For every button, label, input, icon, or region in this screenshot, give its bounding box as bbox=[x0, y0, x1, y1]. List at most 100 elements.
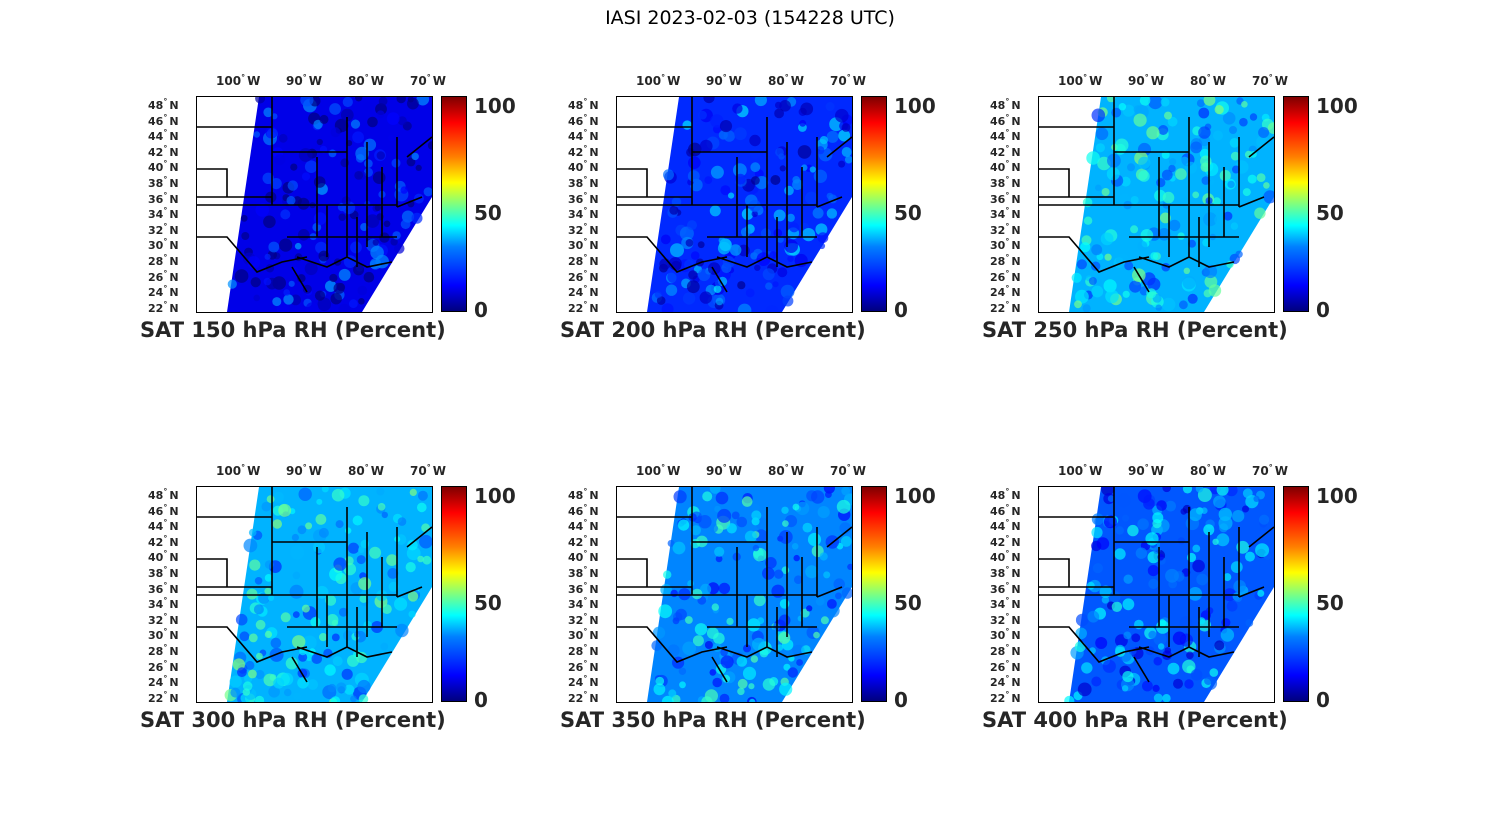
rh-observation bbox=[1109, 591, 1121, 603]
rh-observation bbox=[229, 675, 242, 688]
rh-observation bbox=[752, 637, 766, 651]
rh-observation bbox=[248, 633, 258, 643]
colorbar-tick-mid: 50 bbox=[1316, 201, 1344, 225]
rh-observation bbox=[307, 679, 319, 690]
rh-observation bbox=[397, 517, 407, 526]
rh-observation bbox=[268, 686, 280, 698]
rh-observation bbox=[703, 97, 715, 104]
rh-observation bbox=[1165, 568, 1179, 583]
lat-tick-label: 28° N bbox=[148, 643, 179, 658]
rh-observation bbox=[1155, 304, 1162, 311]
rh-observation bbox=[1130, 225, 1139, 234]
rh-observation bbox=[771, 584, 785, 598]
rh-observation bbox=[422, 555, 432, 565]
rh-observation bbox=[1219, 170, 1231, 182]
rh-observation bbox=[774, 108, 784, 119]
rh-observation bbox=[1245, 551, 1255, 562]
rh-observation bbox=[1201, 176, 1211, 185]
rh-observation bbox=[783, 663, 791, 671]
rh-observation bbox=[255, 669, 265, 680]
rh-observation bbox=[1081, 662, 1093, 674]
rh-observation bbox=[818, 242, 826, 250]
rh-observation bbox=[407, 97, 419, 110]
rh-observation bbox=[270, 637, 282, 649]
rh-observation bbox=[685, 616, 693, 624]
rh-observation bbox=[1148, 630, 1157, 639]
rh-observation bbox=[672, 617, 680, 625]
rh-observation bbox=[796, 659, 803, 666]
rh-observation bbox=[751, 176, 760, 185]
rh-observation bbox=[1214, 105, 1224, 115]
rh-observation bbox=[1169, 158, 1177, 166]
rh-observation bbox=[1202, 238, 1211, 247]
rh-observation bbox=[274, 154, 286, 166]
rh-observation bbox=[749, 148, 761, 160]
rh-observation bbox=[665, 284, 678, 296]
rh-observation bbox=[386, 554, 398, 566]
rh-observation bbox=[329, 567, 343, 581]
rh-observation bbox=[1203, 264, 1218, 279]
rh-observation bbox=[1198, 126, 1211, 139]
rh-observation bbox=[1152, 684, 1160, 692]
rh-observation bbox=[335, 520, 344, 529]
rh-observation bbox=[297, 677, 309, 689]
rh-observation bbox=[369, 546, 382, 559]
rh-observation bbox=[753, 594, 766, 607]
rh-observation bbox=[740, 227, 751, 237]
rh-observation bbox=[792, 176, 800, 184]
rh-observation bbox=[709, 487, 721, 494]
rh-observation bbox=[1164, 111, 1172, 120]
rh-observation bbox=[1086, 151, 1100, 165]
rh-observation bbox=[805, 565, 819, 579]
rh-observation bbox=[1129, 280, 1142, 293]
rh-observation bbox=[264, 574, 273, 582]
rh-observation bbox=[416, 97, 430, 106]
rh-observation bbox=[1189, 508, 1202, 522]
rh-observation bbox=[685, 239, 694, 247]
lat-tick-label: 28° N bbox=[568, 253, 599, 268]
rh-observation bbox=[762, 678, 776, 691]
rh-observation bbox=[382, 604, 392, 614]
colorbar-tick-min: 0 bbox=[1316, 688, 1330, 712]
panel-title: SAT 400 hPa RH (Percent) bbox=[982, 708, 1288, 732]
rh-observation bbox=[411, 152, 419, 161]
rh-observation bbox=[329, 103, 341, 115]
state-boundaries bbox=[197, 487, 432, 683]
rh-observation bbox=[1131, 633, 1141, 643]
rh-observation bbox=[747, 618, 761, 632]
rh-observation bbox=[784, 185, 794, 196]
lat-tick-label: 24° N bbox=[568, 674, 599, 690]
colorbar-tick-max: 100 bbox=[474, 94, 516, 118]
rh-observation bbox=[1198, 107, 1210, 119]
rh-observation bbox=[1148, 97, 1163, 110]
lat-tick-label: 32° N bbox=[990, 221, 1021, 237]
lat-tick-label: 46° N bbox=[568, 112, 599, 128]
lat-tick-label: 28° N bbox=[990, 253, 1021, 268]
rh-observation bbox=[1138, 170, 1150, 182]
lat-tick-label: 34° N bbox=[148, 206, 179, 222]
rh-observation bbox=[1103, 279, 1117, 293]
lat-tick-label: 26° N bbox=[568, 658, 599, 674]
rh-observation bbox=[656, 296, 666, 305]
lon-tick-label: 70° W bbox=[410, 73, 446, 88]
panel-title: SAT 300 hPa RH (Percent) bbox=[140, 708, 446, 732]
rh-observation bbox=[660, 234, 671, 245]
state-boundaries bbox=[617, 97, 852, 293]
rh-observation bbox=[405, 562, 416, 573]
rh-observation bbox=[234, 269, 249, 283]
rh-observation bbox=[673, 490, 687, 504]
rh-observation bbox=[256, 652, 263, 660]
colorbar-tick-min: 0 bbox=[474, 688, 488, 712]
lat-tick-label: 30° N bbox=[990, 237, 1021, 253]
rh-observation bbox=[775, 147, 784, 157]
rh-observation bbox=[1095, 143, 1105, 153]
rh-observation bbox=[298, 148, 313, 162]
lat-tick-label: 36° N bbox=[990, 580, 1021, 596]
lat-tick-label: 36° N bbox=[568, 190, 599, 206]
rh-observation bbox=[248, 528, 257, 537]
rh-observation bbox=[1064, 695, 1075, 702]
rh-observation bbox=[417, 555, 424, 563]
rh-observation bbox=[1214, 640, 1225, 651]
lat-tick-label: 24° N bbox=[568, 284, 599, 300]
rh-observation bbox=[678, 588, 691, 601]
